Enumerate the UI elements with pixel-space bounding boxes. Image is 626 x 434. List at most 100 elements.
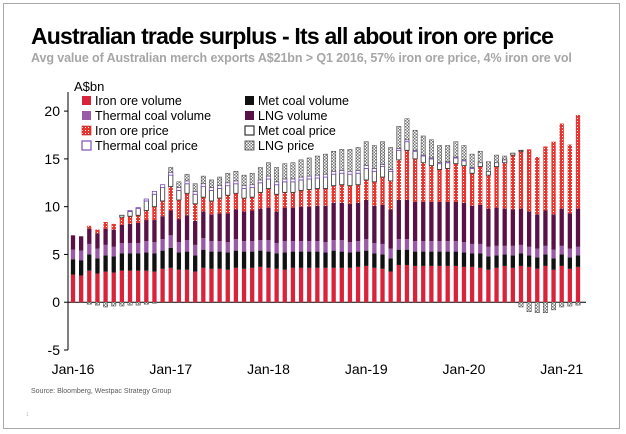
bar-segment-therm_vol [412, 241, 418, 252]
bar-segment-therm_vol [152, 242, 157, 254]
bar-segment-met_price [453, 157, 459, 165]
bar-segment-therm_price [176, 187, 182, 191]
y-tick-label: 15 [44, 151, 60, 167]
bar-segment-iron_price [152, 206, 157, 221]
bar-segment-iron_price [315, 188, 320, 206]
bar-segment-iron_price [486, 175, 491, 209]
bar-segment-met_vol [168, 247, 173, 268]
bar-segment-therm_price [208, 187, 215, 191]
bar-segment-therm_vol [103, 244, 108, 256]
bar-segment-lng_price [371, 145, 377, 169]
bar-segment-met_vol [461, 252, 467, 267]
bar-segment-iron_price [258, 192, 263, 209]
bar-segment-lng_price [168, 167, 174, 173]
bar-segment-lng_price [412, 129, 418, 151]
bar-segment-lng_vol [160, 216, 165, 240]
bar-segment-lng_price [257, 167, 263, 181]
bar-segment-lng_price [200, 175, 206, 184]
bar-segment-iron_price [176, 199, 182, 220]
bar-segment-therm_vol [258, 240, 263, 251]
bar-segment-iron_price [184, 193, 190, 216]
bar-segment-negative [127, 301, 133, 306]
bar-segment-met_vol [364, 250, 369, 266]
bar-segment-iron_vol [372, 267, 377, 303]
bar-segment-lng_price [339, 149, 345, 171]
bar-segment-iron_vol [225, 269, 230, 303]
bar-segment-met_vol [290, 251, 296, 268]
bar-segment-therm_vol [396, 239, 401, 250]
bar-segment-iron_price [355, 184, 361, 203]
bar-segment-lng_price [380, 141, 385, 165]
bar-segment-iron_price [429, 165, 434, 202]
bar-segment-iron_price [290, 192, 296, 208]
bar-segment-iron_price [518, 151, 524, 209]
bar-segment-iron_vol [136, 270, 141, 303]
bar-segment-lng_price [518, 301, 524, 308]
bar-segment-lng_vol [494, 207, 499, 246]
bar-segment-met_price [436, 163, 443, 170]
bar-segment-therm_vol [478, 243, 483, 254]
bar-segment-met_vol [282, 252, 287, 270]
bar-segment-met_price [298, 179, 304, 191]
bar-segment-lng_price [347, 149, 353, 172]
bar-segment-iron_price [372, 181, 377, 206]
bar-segment-iron_vol [575, 266, 581, 303]
legend-label-lng_vol: LNG volume [258, 109, 328, 123]
bar-segment-lng_vol [404, 199, 410, 240]
bar-segment-met_vol [339, 251, 344, 268]
bar-segment-met_vol [241, 251, 247, 269]
bar-segment-iron_vol [339, 267, 344, 303]
bar-segment-lng_price [225, 172, 231, 184]
bar-segment-lng_vol [551, 214, 556, 250]
bar-segment-met_vol [535, 257, 540, 269]
bar-segment-lng_price [184, 173, 190, 182]
bar-segment-met_vol [201, 249, 206, 268]
bar-segment-iron_price [445, 168, 450, 202]
bar-segment-met_price [412, 150, 418, 160]
bar-segment-met_vol [347, 252, 353, 268]
bar-segment-iron_vol [347, 267, 353, 303]
bar-segment-therm_vol [364, 239, 369, 251]
bar-segment-lng_vol [298, 206, 304, 242]
bar-segment-lng_vol [388, 209, 393, 249]
bar-segment-iron_price [111, 223, 116, 230]
bar-segment-met_price [485, 170, 491, 176]
bar-segment-therm_vol [87, 243, 92, 255]
bar-segment-lng_vol [70, 235, 76, 250]
bar-segment-therm_vol [494, 245, 499, 256]
bar-segment-iron_vol [160, 268, 165, 303]
bar-segment-met_vol [388, 258, 393, 272]
bar-segment-therm_vol [225, 242, 230, 253]
bar-segment-therm_price [396, 147, 402, 151]
bar-segment-lng_vol [323, 205, 328, 243]
bar-segment-iron_vol [315, 267, 320, 303]
bar-segment-therm_price [184, 180, 190, 185]
bar-segment-iron_vol [388, 271, 393, 303]
x-tick-label: Jan-18 [247, 361, 290, 377]
bar-segment-met_price [143, 200, 149, 211]
bar-segment-iron_price [339, 184, 344, 203]
bar-segment-therm_vol [315, 241, 320, 252]
bar-segment-lng_vol [152, 220, 157, 243]
bar-segment-iron_vol [111, 272, 116, 303]
bar-segment-lng_price [494, 154, 499, 163]
bar-segment-met_vol [95, 258, 100, 274]
bar-segment-therm_vol [575, 246, 581, 256]
bar-segment-met_vol [127, 253, 133, 271]
bar-segment-therm_price [233, 180, 239, 185]
bar-segment-iron_vol [461, 266, 467, 303]
bar-segment-therm_vol [95, 248, 100, 259]
bar-segment-met_price [469, 168, 475, 174]
x-tick-label: Jan-17 [149, 361, 192, 377]
bar-segment-therm_vol [404, 239, 410, 250]
bar-segment-iron_price [201, 197, 206, 212]
bar-segment-lng_price [404, 118, 410, 141]
bar-segment-lng_vol [526, 211, 532, 247]
bar-segment-iron_price [233, 193, 239, 210]
bar-segment-lng_vol [95, 233, 100, 249]
bar-segment-lng_vol [421, 201, 426, 242]
bar-segment-lng_price [428, 139, 434, 159]
x-tick-label: Jan-19 [345, 361, 388, 377]
bar-segment-iron_vol [79, 275, 84, 303]
bar-segment-lng_price [363, 141, 369, 166]
